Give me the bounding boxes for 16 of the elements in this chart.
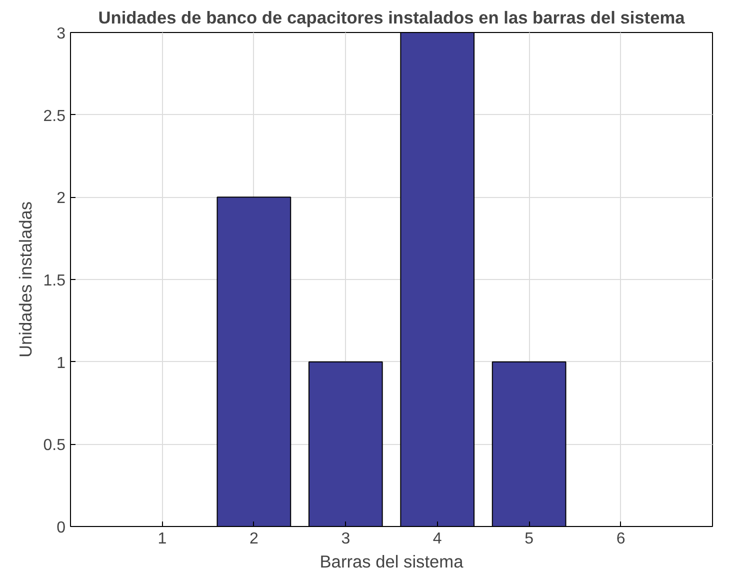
y-axis-title: Unidades instaladas (15, 201, 36, 358)
x-tick-label: 5 (524, 530, 534, 548)
y-tick-label: 1 (56, 354, 66, 372)
x-tick-label: 6 (616, 530, 626, 548)
chart-title: Unidades de banco de capacitores instalados en las barras del sistema (98, 8, 686, 28)
x-tick-label: 2 (249, 530, 258, 548)
x-tick-label: 4 (432, 530, 442, 548)
y-tick-label: 0 (56, 520, 66, 536)
x-tick-label: 3 (341, 530, 350, 548)
x-axis-title: Barras del sistema (320, 552, 464, 572)
y-tick-label: 2.5 (43, 108, 66, 125)
x-tick-label: 1 (158, 530, 167, 548)
y-tick-label: 2 (56, 190, 66, 208)
y-tick-label: 1.5 (43, 272, 66, 290)
y-tick-label: 3 (56, 26, 66, 42)
y-tick-label: 0.5 (43, 437, 66, 454)
